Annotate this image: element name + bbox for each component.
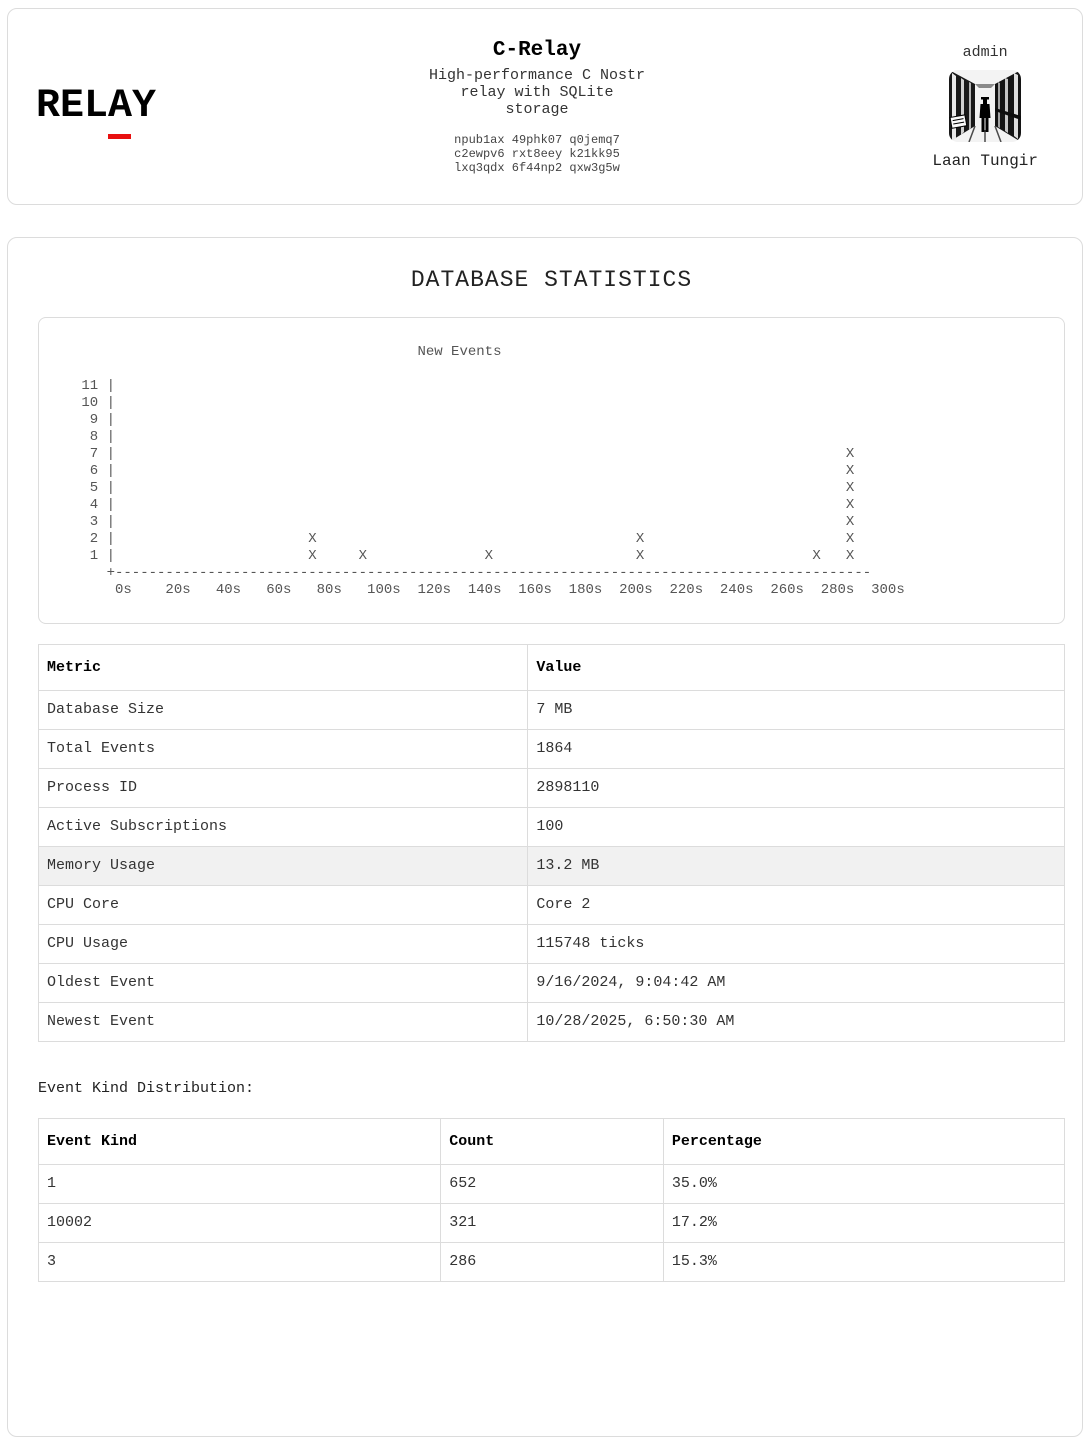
value-cell: 2898110 — [527, 768, 1065, 808]
user-role-label: admin — [962, 43, 1008, 61]
table-row-active-subscriptions: Active Subscriptions 100 — [37, 807, 1065, 847]
table-row-kind-10002: 10002 321 17.2% — [37, 1203, 1066, 1243]
app-title: C-Relay — [492, 38, 582, 62]
value-cell: 115748 ticks — [527, 924, 1065, 964]
logo-text-post: Y — [132, 83, 157, 129]
metric-cell: Newest Event — [37, 1002, 529, 1042]
value-cell: 10/28/2025, 6:50:30 AM — [527, 1002, 1065, 1042]
table-row-database-size: Database Size 7 MB — [37, 690, 1065, 730]
user-block[interactable]: admin — [932, 44, 1038, 170]
bw-corridor-photo-icon — [949, 69, 1022, 142]
percentage-cell: 15.3% — [662, 1242, 1066, 1282]
metric-cell: Active Subscriptions — [37, 807, 529, 847]
user-avatar[interactable] — [949, 69, 1022, 142]
value-cell: 100 — [527, 807, 1065, 847]
table-row-process-id: Process ID 2898110 — [37, 768, 1065, 808]
logo-text-accent: A — [108, 83, 133, 129]
table-header-row: Metric Value — [37, 644, 1065, 691]
header-title-block: C-Relay High-performance C Nostr relay w… — [429, 39, 645, 175]
value-cell: 9/16/2024, 9:04:42 AM — [527, 963, 1065, 1003]
metric-column-header: Metric — [37, 644, 529, 691]
app-subtitle: High-performance C Nostr relay with SQLi… — [428, 66, 646, 118]
value-cell: 7 MB — [527, 690, 1065, 730]
table-row-kind-3: 3 286 15.3% — [37, 1242, 1066, 1282]
metric-cell: Database Size — [37, 690, 529, 730]
count-column-header: Count — [440, 1118, 664, 1165]
database-statistics-panel: DATABASE STATISTICS New Events 11 | 10 |… — [7, 237, 1083, 1437]
header-card: RELAY C-Relay High-performance C Nostr r… — [7, 8, 1083, 205]
kind-cell: 10002 — [37, 1203, 442, 1243]
page-title: DATABASE STATISTICS — [410, 267, 693, 293]
percentage-column-header: Percentage — [662, 1118, 1066, 1165]
percentage-cell: 17.2% — [662, 1203, 1066, 1243]
kind-cell: 1 — [37, 1164, 442, 1204]
metric-cell: Memory Usage — [37, 846, 529, 886]
metric-cell: Total Events — [37, 729, 529, 769]
metric-cell: CPU Core — [37, 885, 529, 925]
event-kind-distribution-label: Event Kind Distribution: — [38, 1080, 255, 1097]
count-cell: 286 — [440, 1242, 664, 1282]
value-cell: Core 2 — [527, 885, 1065, 925]
value-cell: 1864 — [527, 729, 1065, 769]
logo-red-underline — [108, 133, 131, 139]
table-row-cpu-usage: CPU Usage 115748 ticks — [37, 924, 1065, 964]
event-kind-distribution-table: Event Kind Count Percentage 1 652 35.0% … — [37, 1118, 1066, 1282]
metric-cell: CPU Usage — [37, 924, 529, 964]
table-row-kind-1: 1 652 35.0% — [37, 1164, 1066, 1204]
kind-cell: 3 — [37, 1242, 442, 1282]
logo-text-pre: REL — [36, 83, 109, 129]
table-row-total-events: Total Events 1864 — [37, 729, 1065, 769]
percentage-cell: 35.0% — [662, 1164, 1066, 1204]
event-kind-column-header: Event Kind — [37, 1118, 442, 1165]
table-row-cpu-core: CPU Core Core 2 — [37, 885, 1065, 925]
new-events-ascii-chart: New Events 11 | 10 | 9 | 8 | 7 | X 6 | — [81, 344, 905, 598]
metric-cell: Oldest Event — [37, 963, 529, 1003]
table-row-newest-event: Newest Event 10/28/2025, 6:50:30 AM — [37, 1002, 1065, 1042]
user-name: Laan Tungir — [932, 151, 1038, 170]
metrics-table: Metric Value Database Size 7 MB Total Ev… — [37, 644, 1065, 1042]
value-cell: 13.2 MB — [527, 846, 1065, 886]
metric-cell: Process ID — [37, 768, 529, 808]
count-cell: 321 — [440, 1203, 664, 1243]
new-events-chart-card: New Events 11 | 10 | 9 | 8 | 7 | X 6 | — [38, 317, 1065, 624]
table-header-row: Event Kind Count Percentage — [37, 1118, 1066, 1165]
count-cell: 652 — [440, 1164, 664, 1204]
relay-npub: npub1ax 49phk07 q0jemq7 c2ewpv6 rxt8eey … — [454, 132, 620, 175]
table-row-memory-usage: Memory Usage 13.2 MB — [37, 846, 1065, 886]
value-column-header: Value — [527, 644, 1065, 691]
table-row-oldest-event: Oldest Event 9/16/2024, 9:04:42 AM — [37, 963, 1065, 1003]
relay-logo-link[interactable]: RELAY — [36, 83, 157, 139]
